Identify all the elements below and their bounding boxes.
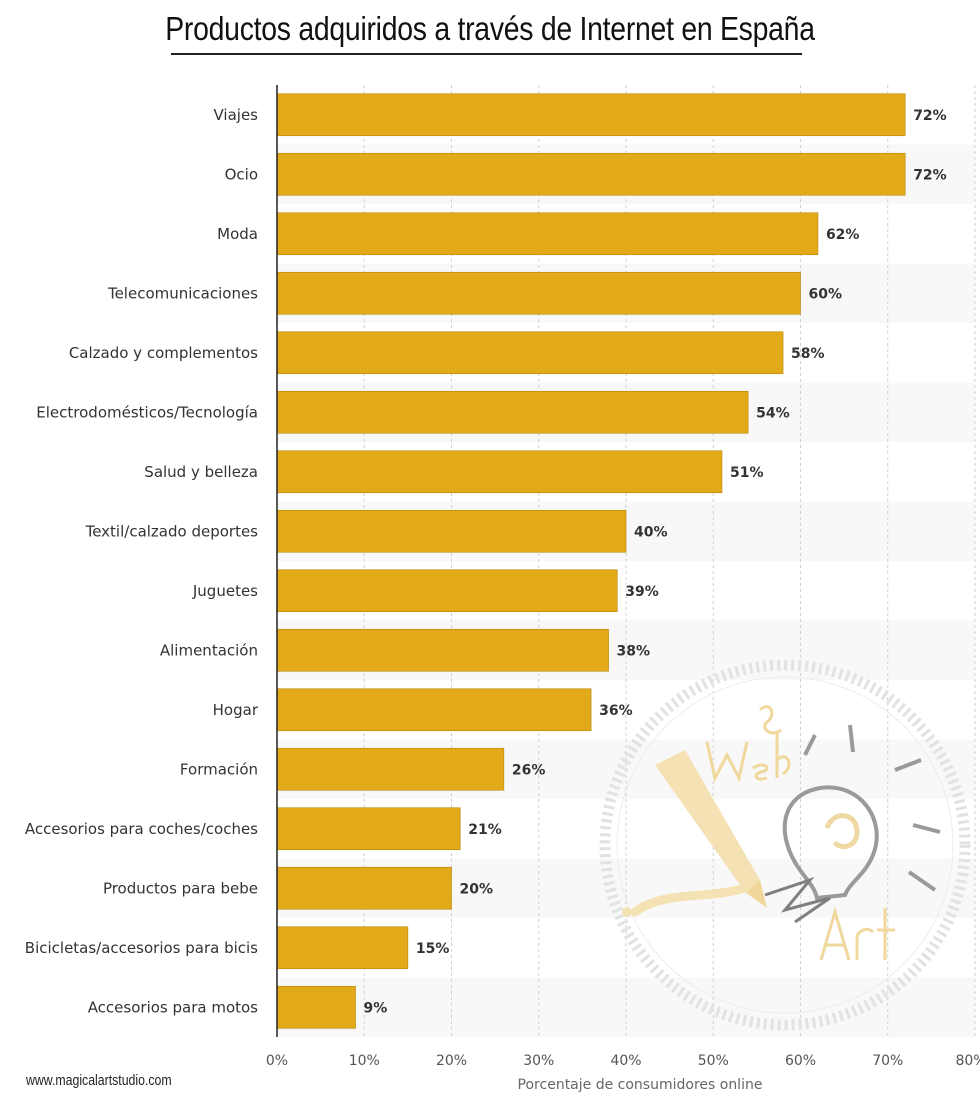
web-art-logo-watermark <box>599 660 971 1031</box>
bar <box>276 688 592 732</box>
bar <box>276 331 784 375</box>
category-label: Formación <box>180 760 258 778</box>
category-label: Bicicletas/accesorios para bicis <box>25 939 258 957</box>
category-label: Accesorios para motos <box>88 998 258 1016</box>
category-label: Textil/calzado deportes <box>85 522 259 540</box>
value-label: 26% <box>512 762 546 778</box>
category-label: Electrodomésticos/Tecnología <box>36 403 258 421</box>
x-tick-label: 20% <box>436 1053 467 1069</box>
bar <box>276 390 749 434</box>
bar <box>276 509 627 553</box>
category-label: Hogar <box>213 701 259 719</box>
bar <box>276 152 906 196</box>
x-tick-labels: 0% 10% 20% 30% 40% 50% 60% 70% 80% <box>266 1053 980 1069</box>
value-label: 60% <box>809 286 843 302</box>
category-label: Accesorios para coches/coches <box>25 820 258 838</box>
category-label: Productos para bebe <box>103 879 258 897</box>
category-label: Viajes <box>213 106 258 124</box>
category-label: Calzado y complementos <box>69 344 258 362</box>
value-label: 62% <box>826 227 860 243</box>
value-label: 36% <box>599 703 633 719</box>
value-label: 54% <box>756 405 790 421</box>
value-label: 9% <box>364 1000 388 1016</box>
value-label: 72% <box>913 167 947 183</box>
category-label: Ocio <box>225 165 258 183</box>
bars <box>276 93 906 1029</box>
value-label: 51% <box>730 465 764 481</box>
x-tick-label: 70% <box>872 1053 903 1069</box>
x-tick-label: 60% <box>785 1053 816 1069</box>
category-label: Telecomunicaciones <box>107 284 258 302</box>
value-label: 21% <box>468 822 502 838</box>
bar <box>276 628 609 672</box>
bar <box>276 93 906 137</box>
value-label: 72% <box>913 108 947 124</box>
category-label: Juguetes <box>192 582 258 600</box>
category-label: Salud y belleza <box>144 463 258 481</box>
bar <box>276 747 505 791</box>
website-footer: www.magicalartstudio.com <box>26 1072 172 1089</box>
bar <box>276 569 618 613</box>
x-tick-label: 10% <box>349 1053 380 1069</box>
bar <box>276 866 452 910</box>
x-axis-title: Porcentaje de consumidores online <box>517 1077 763 1093</box>
value-label: 38% <box>617 643 651 659</box>
bar <box>276 807 461 851</box>
x-tick-label: 80% <box>955 1053 980 1069</box>
bar <box>276 212 819 256</box>
category-label: Alimentación <box>160 641 258 659</box>
category-label: Moda <box>217 225 258 243</box>
title-underline <box>171 53 802 55</box>
value-label: 39% <box>625 584 659 600</box>
chart-title: Productos adquiridos a través de Interne… <box>165 10 815 47</box>
value-label: 40% <box>634 524 668 540</box>
x-tick-label: 30% <box>523 1053 554 1069</box>
category-labels: Viajes Ocio Moda Telecomunicaciones Calzado … <box>25 106 259 1017</box>
value-label: 58% <box>791 346 825 362</box>
x-tick-label: 40% <box>610 1053 641 1069</box>
value-label: 15% <box>416 941 450 957</box>
bar <box>276 271 801 315</box>
value-labels: 72% 72% 62% 60% 58% 54% 51% 40% 39% 38% 36% 26% 21% 2… <box>364 108 947 1017</box>
value-label: 20% <box>460 881 494 897</box>
bar <box>276 985 356 1029</box>
bar <box>276 450 723 494</box>
bar <box>276 926 409 970</box>
x-tick-label: 50% <box>698 1053 729 1069</box>
x-tick-label: 0% <box>266 1053 288 1069</box>
